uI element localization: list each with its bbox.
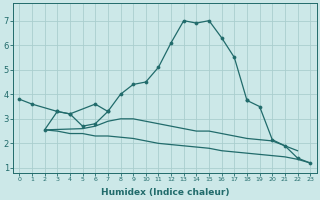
X-axis label: Humidex (Indice chaleur): Humidex (Indice chaleur) <box>100 188 229 197</box>
